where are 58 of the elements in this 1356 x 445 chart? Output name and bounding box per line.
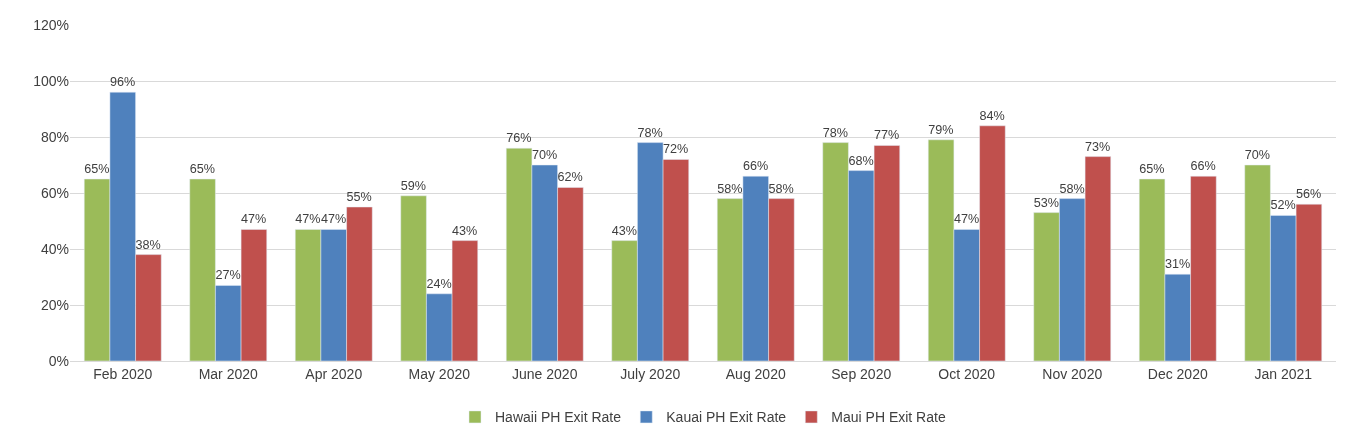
x-tick-label: July 2020 [620, 365, 681, 382]
data-label: 78% [637, 125, 663, 140]
data-label: 24% [426, 276, 452, 291]
data-label: 66% [1190, 159, 1216, 174]
x-tick-label: Mar 2020 [198, 365, 259, 382]
x-tick-label: June 2020 [512, 365, 578, 382]
data-label: 56% [1296, 187, 1322, 202]
data-label: 31% [1164, 257, 1191, 272]
data-label: 78% [822, 125, 848, 140]
data-label: 53% [1033, 195, 1059, 210]
data-label: 68% [848, 153, 874, 168]
x-tick-label: Dec 2020 [1147, 365, 1208, 382]
data-label: 47% [953, 212, 980, 227]
data-label: 96% [109, 75, 136, 90]
data-label: 79% [928, 122, 954, 137]
data-label: 38% [135, 237, 161, 252]
data-label: 65% [1139, 162, 1165, 177]
data-label: 66% [742, 159, 769, 174]
legend-label: Maui PH Exit Rate [831, 409, 946, 426]
data-label: 62% [557, 170, 583, 185]
y-tick-label: 0% [48, 352, 69, 369]
data-label: 47% [320, 212, 347, 227]
data-label: 27% [215, 268, 241, 283]
data-label: 43% [611, 223, 637, 238]
data-label: 65% [189, 162, 215, 177]
data-label: 43% [452, 223, 478, 238]
x-tick-label: May 2020 [408, 365, 471, 382]
y-tick-label: 100% [33, 72, 69, 89]
x-tick-label: Jan 2021 [1254, 365, 1313, 382]
data-label: 52% [1270, 198, 1296, 213]
x-tick-label: Sep 2020 [831, 365, 892, 382]
x-tick-label: Oct 2020 [938, 365, 996, 382]
data-label: 65% [84, 162, 110, 177]
x-tick-label: Feb 2020 [93, 365, 153, 382]
x-tick-label: Nov 2020 [1042, 365, 1103, 382]
y-tick-label: 20% [40, 296, 69, 313]
data-label: 73% [1085, 139, 1111, 154]
y-tick-label: 40% [40, 240, 69, 257]
data-label: 70% [1244, 148, 1270, 163]
data-label: 76% [506, 131, 532, 146]
legend-label: Hawaii PH Exit Rate [495, 409, 622, 426]
data-label: 58% [717, 181, 743, 196]
y-tick-label: 60% [40, 184, 69, 201]
data-label: 47% [295, 212, 321, 227]
data-label: 47% [241, 212, 267, 227]
data-label: 58% [1059, 181, 1085, 196]
data-label: 77% [874, 128, 900, 143]
data-label: 84% [979, 108, 1005, 123]
data-label: 55% [346, 190, 372, 205]
data-label: 70% [531, 148, 558, 163]
x-tick-label: Aug 2020 [725, 365, 786, 382]
data-label: 58% [768, 181, 794, 196]
y-tick-label: 120% [33, 16, 69, 33]
x-tick-label: Apr 2020 [305, 365, 363, 382]
data-label: 72% [663, 142, 689, 157]
data-label: 59% [400, 178, 426, 193]
legend-label: Kauai PH Exit Rate [666, 409, 787, 426]
y-tick-label: 80% [40, 128, 69, 145]
